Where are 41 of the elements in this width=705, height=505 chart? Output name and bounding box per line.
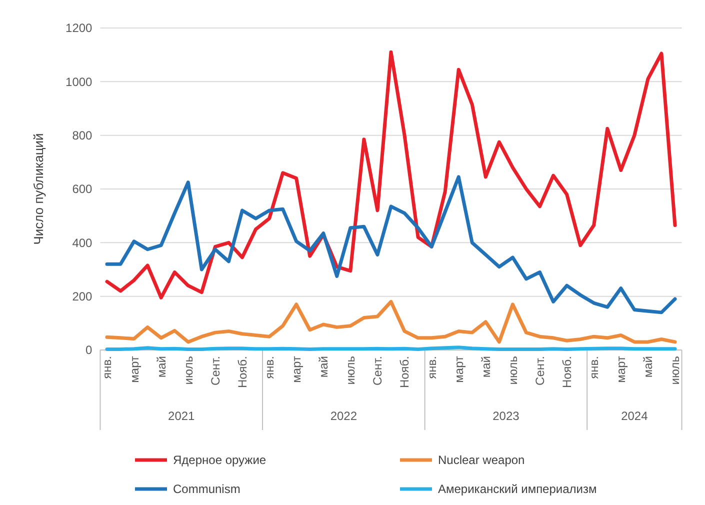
- x-tick-label: май: [154, 356, 168, 378]
- y-axis-title: Число публикаций: [31, 133, 46, 245]
- x-tick-label: Сент.: [532, 356, 547, 386]
- x-tick-label: Нояб.: [235, 356, 250, 388]
- y-tick-label: 0: [86, 343, 93, 358]
- x-tick-label: Нояб.: [560, 356, 574, 388]
- legend-label: Ядерное оружие: [173, 453, 266, 468]
- line-series: [105, 175, 677, 314]
- x-tick-label: май: [316, 356, 331, 378]
- y-tick-label: 800: [72, 128, 93, 143]
- legend-label: Американский империализм: [438, 482, 597, 496]
- x-tick-label: янв.: [587, 356, 602, 379]
- x-tick-label: июль: [506, 356, 520, 385]
- x-tick-label: май: [641, 356, 656, 378]
- x-tick-label: июль: [668, 356, 682, 385]
- x-tick-label: март: [290, 356, 304, 383]
- y-tick-label: 200: [72, 290, 93, 304]
- x-tick-label: июль: [344, 356, 358, 385]
- x-tick-label: Нояб.: [398, 356, 412, 388]
- line-series: [105, 300, 677, 344]
- x-tick-label: июль: [181, 356, 196, 385]
- y-tick-label: 1200: [66, 21, 93, 36]
- x-tick-label: март: [614, 356, 628, 383]
- x-tick-label: март: [452, 356, 466, 383]
- y-tick-label: 600: [72, 182, 93, 196]
- text: 2023: [492, 409, 520, 423]
- y-tick-label: 400: [72, 236, 93, 250]
- line-series: [105, 50, 677, 300]
- y-tick-label: 1000: [66, 74, 93, 89]
- text: 2022: [330, 409, 358, 423]
- text: 2024: [621, 409, 648, 423]
- x-tick-label: янв.: [262, 356, 276, 379]
- legend-label: Nuclear weapon: [438, 453, 525, 468]
- legend-label: Communism: [173, 482, 240, 496]
- x-tick-label: Сент.: [370, 356, 385, 386]
- text: 2021: [168, 409, 196, 423]
- x-tick-label: март: [127, 356, 142, 383]
- x-tick-label: май: [478, 356, 493, 378]
- x-tick-label: Сент.: [208, 356, 222, 386]
- x-tick-label: янв.: [100, 356, 114, 379]
- x-tick-label: янв.: [424, 356, 439, 379]
